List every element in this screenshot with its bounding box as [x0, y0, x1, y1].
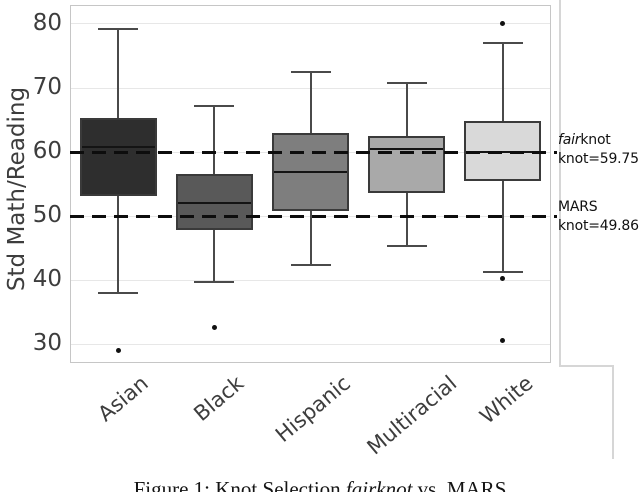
fairknot-annotation-value: knot=59.75 — [558, 150, 639, 167]
gridline-40 — [71, 279, 550, 281]
caption-suffix: vs. MARS — [412, 477, 507, 492]
caption-prefix: Figure 1: Knot Selection — [133, 477, 346, 492]
caption-italic: fairknot — [345, 477, 413, 492]
y-tick-label-50: 50 — [32, 202, 62, 229]
outlier-White-1 — [500, 276, 506, 281]
fairknot-annotation-rest: knot — [580, 132, 611, 148]
mars-annotation: MARS knot=49.86 — [558, 198, 639, 235]
page-border-line-vertical-upper — [559, 0, 561, 366]
page-border-line-vertical-lower — [612, 365, 614, 459]
median-Multiracial — [370, 148, 444, 151]
upper-cap-Multiracial — [386, 81, 427, 84]
fairknot-annotation-italic: fair — [558, 132, 581, 148]
x-tick-label-Multiracial: Multiracial — [362, 371, 462, 460]
box-Asian — [79, 118, 157, 196]
median-Black — [177, 201, 251, 204]
lower-cap-Asian — [98, 292, 139, 295]
reference-line-MARS — [70, 214, 557, 218]
outlier-Asian-0 — [115, 348, 121, 354]
x-tick-label-Black: Black — [189, 371, 249, 426]
lower-cap-Multiracial — [386, 244, 427, 247]
y-tick-label-30: 30 — [32, 330, 62, 357]
median-Hispanic — [274, 170, 347, 173]
y-axis-label: Std Math/Reading — [4, 86, 30, 292]
gridline-30 — [71, 343, 550, 345]
fairknot-annotation: fairknot knot=59.75 — [558, 131, 639, 168]
y-tick-label-80: 80 — [32, 9, 62, 36]
outlier-Black-0 — [211, 325, 217, 331]
lower-cap-Black — [194, 281, 235, 284]
upper-cap-White — [482, 41, 523, 44]
x-tick-label-Hispanic: Hispanic — [270, 371, 355, 447]
mars-annotation-label: MARS — [558, 199, 598, 215]
page-border-line-horizontal — [559, 365, 614, 367]
box-Multiracial — [368, 135, 446, 193]
mars-annotation-value: knot=49.86 — [558, 217, 639, 234]
y-tick-label-70: 70 — [32, 73, 62, 100]
outlier-White-2 — [500, 338, 506, 344]
figure-caption: Figure 1: Knot Selection fairknot vs. MA… — [0, 477, 640, 492]
median-Asian — [81, 146, 155, 149]
x-tick-label-White: White — [475, 371, 538, 429]
outlier-White-0 — [500, 21, 506, 27]
x-tick-label-Asian: Asian — [93, 371, 153, 427]
gridline-80 — [71, 23, 550, 25]
upper-cap-Asian — [98, 27, 139, 30]
y-tick-label-40: 40 — [32, 266, 62, 293]
upper-cap-Black — [194, 104, 235, 107]
y-tick-label-60: 60 — [32, 138, 62, 165]
reference-line-fairknot — [70, 151, 557, 155]
lower-cap-White — [482, 271, 523, 274]
fairknot-annotation-line1: fairknot — [558, 131, 639, 150]
lower-cap-Hispanic — [290, 264, 331, 266]
upper-cap-Hispanic — [290, 70, 331, 73]
